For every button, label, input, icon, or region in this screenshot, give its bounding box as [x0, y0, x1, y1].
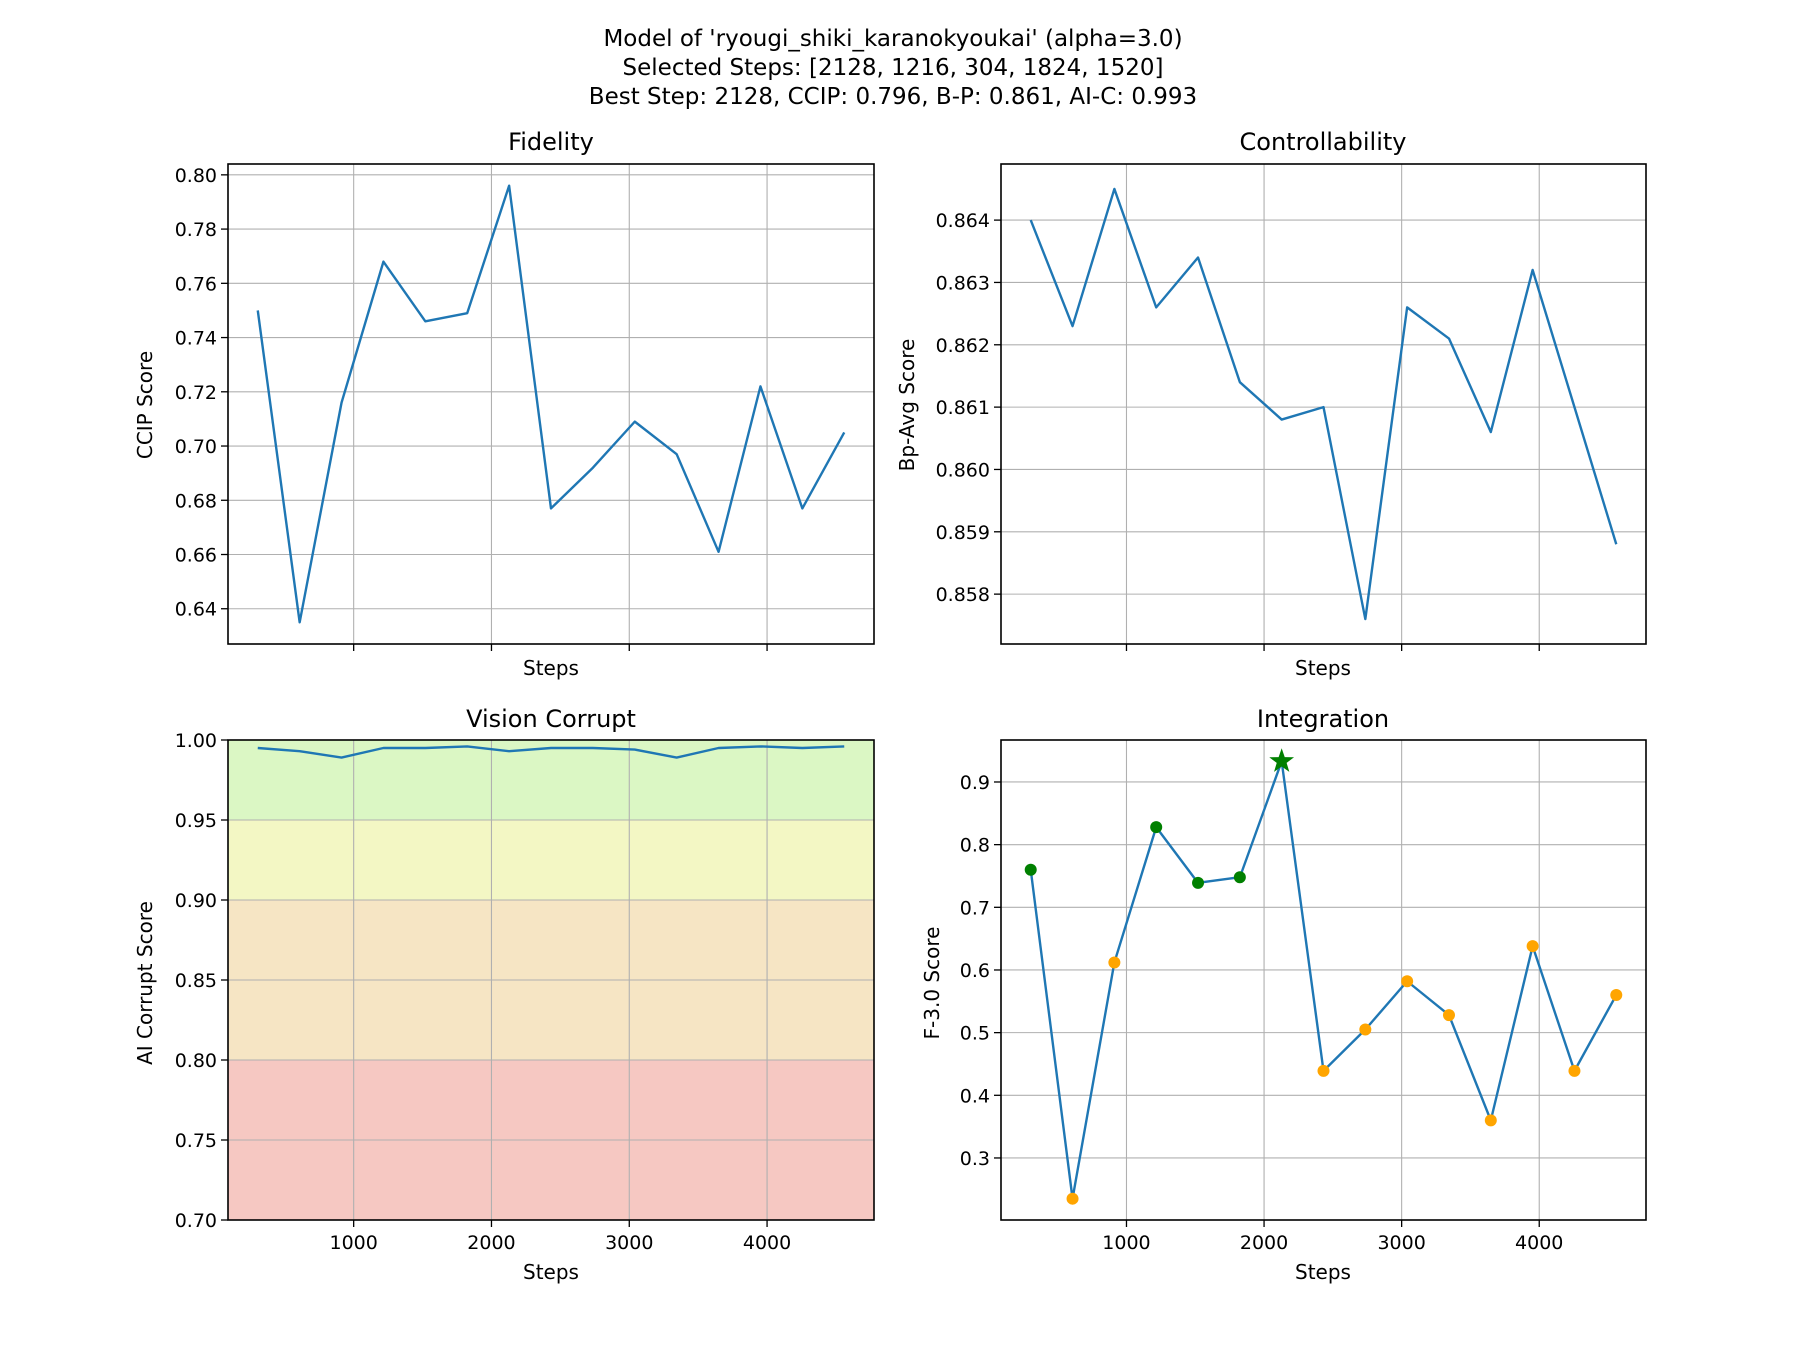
- integration-selected-point-1216: [1150, 821, 1163, 834]
- integration-y-tick-label-6: 0.9: [960, 772, 990, 794]
- vision-corrupt-y-tick-label-2: 0.80: [175, 1050, 217, 1072]
- fidelity-y-tick-label-3: 0.70: [175, 436, 217, 458]
- integration-best-step-star: [1269, 748, 1295, 772]
- vision-corrupt-x-tick-label-3: 4000: [743, 1232, 791, 1254]
- integration-selected-point-1520: [1192, 876, 1205, 889]
- vision-corrupt-band-1: [228, 820, 874, 900]
- fidelity-y-tick-label-5: 0.74: [175, 328, 217, 350]
- fidelity-y-tick-label-1: 0.66: [175, 545, 217, 567]
- fidelity-y-axis-label: CCIP Score: [133, 351, 157, 459]
- integration-y-tick-label-0: 0.3: [960, 1148, 990, 1170]
- figure-title-line-3: Best Step: 2128, CCIP: 0.796, B-P: 0.861…: [589, 84, 1197, 110]
- integration-y-tick-label-1: 0.4: [960, 1085, 990, 1107]
- integration-axes-frame: [1000, 739, 1647, 1221]
- integration-title: Integration: [1257, 705, 1389, 733]
- integration-selected-point-304: [1024, 863, 1037, 876]
- vision-corrupt-y-tick-label-3: 0.85: [175, 970, 217, 992]
- controllability-grid-layer: [1001, 164, 1646, 644]
- vision-corrupt-title: Vision Corrupt: [466, 705, 636, 733]
- controllability-ticks-layer: 0.858 0.859 0.860 0.861 0.862 0.863 0.864: [936, 210, 1540, 651]
- controllability-panel: 0.858 0.859 0.860 0.861 0.862 0.863 0.864 Cont…: [895, 128, 1647, 680]
- vision-corrupt-band-0: [228, 740, 874, 820]
- integration-y-tick-label-2: 0.5: [960, 1023, 990, 1045]
- fidelity-y-tick-label-0: 0.64: [175, 599, 217, 621]
- fidelity-y-tick-label-8: 0.80: [175, 165, 217, 187]
- controllability-frame-layer: [1000, 163, 1647, 645]
- vision-corrupt-y-tick-label-1: 0.75: [175, 1130, 217, 1152]
- fidelity-y-tick-label-7: 0.78: [175, 219, 217, 241]
- fidelity-series-line-0: [256, 184, 846, 624]
- integration-ticks-layer: 1000 2000 3000 4000 0.3 0.4 0.5 0.6 0.7 0.8 0.9: [960, 772, 1564, 1254]
- vision-corrupt-y-tick-label-4: 0.90: [175, 890, 217, 912]
- integration-x-tick-label-3: 4000: [1515, 1232, 1563, 1254]
- fidelity-y-tick-label-2: 0.68: [175, 490, 217, 512]
- integration-point-4560: [1610, 989, 1623, 1002]
- controllability-series-layer: [1029, 187, 1618, 621]
- fidelity-axes-frame: [227, 163, 875, 645]
- fidelity-x-axis-label: Steps: [523, 656, 579, 680]
- controllability-axes-frame: [1000, 163, 1647, 645]
- integration-x-axis-label: Steps: [1295, 1260, 1351, 1284]
- controllability-y-tick-label-0: 0.858: [936, 584, 990, 606]
- fidelity-title: Fidelity: [508, 128, 594, 156]
- vision-corrupt-x-axis-label: Steps: [523, 1260, 579, 1284]
- integration-x-tick-label-2: 3000: [1377, 1232, 1425, 1254]
- fidelity-grid-layer: [228, 164, 874, 644]
- integration-y-tick-label-3: 0.6: [960, 960, 990, 982]
- controllability-y-tick-label-6: 0.864: [936, 210, 990, 232]
- controllability-y-tick-label-2: 0.860: [936, 459, 990, 481]
- integration-markers-layer: [1024, 748, 1623, 1205]
- integration-y-tick-label-5: 0.8: [960, 835, 990, 857]
- controllability-series-line-0: [1029, 187, 1618, 621]
- integration-grid-layer: [1001, 740, 1646, 1220]
- integration-point-3040: [1401, 975, 1414, 988]
- vision-corrupt-series-layer: [257, 745, 845, 759]
- integration-point-3952: [1526, 940, 1539, 953]
- fidelity-y-tick-label-6: 0.76: [175, 273, 217, 295]
- integration-panel: 1000 2000 3000 4000 0.3 0.4 0.5 0.6 0.7 0.8 0.9 In…: [920, 705, 1647, 1284]
- integration-x-tick-label-0: 1000: [1102, 1232, 1150, 1254]
- vision-corrupt-ticks-layer: 1000 2000 3000 4000 0.70 0.75 0.80 0.85 0.90 0.95…: [175, 730, 792, 1254]
- integration-point-2736: [1359, 1023, 1372, 1036]
- integration-point-2432: [1317, 1064, 1330, 1077]
- integration-frame-layer: [1000, 739, 1647, 1221]
- controllability-y-axis-label: Bp-Avg Score: [895, 339, 919, 472]
- controllability-y-tick-label-4: 0.862: [936, 335, 990, 357]
- vision-corrupt-x-tick-label-1: 2000: [467, 1232, 515, 1254]
- vision-corrupt-y-tick-label-0: 0.70: [175, 1210, 217, 1232]
- vision-corrupt-series-line-0: [257, 745, 845, 759]
- controllability-y-tick-label-5: 0.863: [936, 272, 990, 294]
- vision-corrupt-y-axis-label: AI Corrupt Score: [133, 901, 157, 1065]
- integration-y-tick-label-4: 0.7: [960, 897, 990, 919]
- fidelity-series-layer: [256, 184, 846, 624]
- integration-point-912: [1108, 956, 1121, 969]
- vision-corrupt-y-tick-label-5: 0.95: [175, 810, 217, 832]
- fidelity-y-tick-label-4: 0.72: [175, 382, 217, 404]
- figure-title-line-2: Selected Steps: [2128, 1216, 304, 1824, …: [623, 55, 1164, 81]
- integration-point-3648: [1484, 1114, 1497, 1127]
- integration-y-axis-label: F-3.0 Score: [920, 927, 944, 1040]
- figure-title-line-1: Model of 'ryougi_shiki_karanokyoukai' (a…: [603, 26, 1182, 52]
- fidelity-panel: 0.64 0.66 0.68 0.70 0.72 0.74 0.76 0.78 0.80 Fid…: [133, 128, 875, 680]
- controllability-y-tick-label-3: 0.861: [936, 397, 990, 419]
- controllability-y-tick-label-1: 0.859: [936, 522, 990, 544]
- integration-x-tick-label-1: 2000: [1240, 1232, 1288, 1254]
- vision-corrupt-y-tick-label-6: 1.00: [175, 730, 217, 752]
- controllability-title: Controllability: [1240, 128, 1407, 156]
- integration-point-4256: [1568, 1064, 1581, 1077]
- controllability-x-axis-label: Steps: [1295, 656, 1351, 680]
- vision-corrupt-x-tick-label-2: 3000: [605, 1232, 653, 1254]
- integration-selected-point-1824: [1233, 871, 1246, 884]
- vision-corrupt-x-tick-label-0: 1000: [329, 1232, 377, 1254]
- integration-point-3344: [1442, 1009, 1455, 1022]
- fidelity-ticks-layer: 0.64 0.66 0.68 0.70 0.72 0.74 0.76 0.78 0.80: [175, 165, 768, 651]
- fidelity-frame-layer: [227, 163, 875, 645]
- integration-point-608: [1066, 1192, 1079, 1205]
- vision-corrupt-panel: 1000 2000 3000 4000 0.70 0.75 0.80 0.85 0.90 0.95…: [133, 705, 875, 1284]
